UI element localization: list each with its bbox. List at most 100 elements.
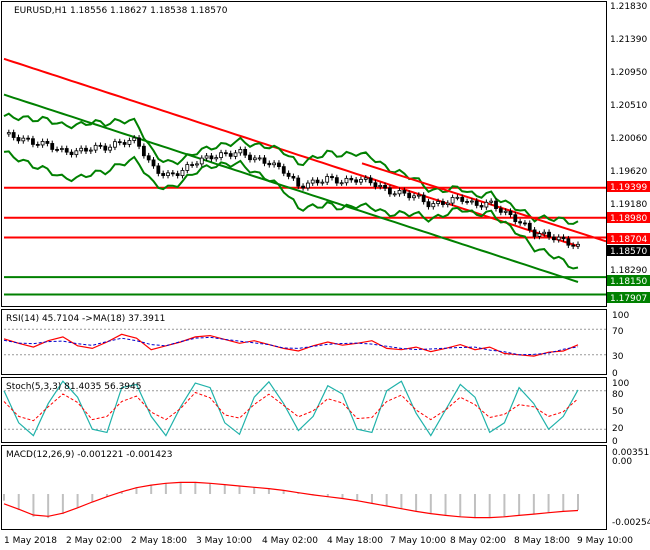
candle-body: [494, 200, 498, 210]
rsi-panel[interactable]: [1, 309, 607, 375]
candle-body: [281, 166, 286, 174]
candle-body: [339, 182, 344, 185]
price-tick: 1.19180: [610, 200, 647, 210]
ma-slow-line: [3, 93, 579, 283]
candle-body: [161, 173, 166, 176]
candle-body: [185, 164, 190, 171]
bollinger-upper: [3, 112, 579, 225]
candle-body: [532, 229, 537, 237]
candle-body: [238, 149, 243, 154]
level-tag-bg: [607, 181, 650, 192]
candle-body: [40, 141, 45, 146]
stoch-header: Stoch(5,3,3) 81.4035 56.3945: [6, 382, 141, 392]
price-tick: 1.21830: [610, 2, 647, 12]
candle-body: [291, 176, 296, 179]
rsi-main-line: [3, 333, 579, 357]
stoch-tick: 80: [612, 390, 624, 400]
candle-body: [455, 196, 460, 199]
macd-tick: 0.00: [612, 457, 632, 467]
candle-body: [359, 178, 363, 183]
candle-body: [412, 195, 416, 199]
candle-body: [214, 157, 219, 160]
candle-body: [518, 221, 523, 224]
candle-body: [561, 236, 566, 240]
macd-tick: -0.00254: [612, 518, 650, 528]
candle-body: [407, 192, 412, 199]
time-tick: 3 May 10:00: [196, 536, 252, 546]
candle-body: [508, 210, 513, 216]
price-tick: 1.20060: [610, 134, 647, 144]
candle-body: [474, 200, 479, 206]
candle-body: [484, 201, 489, 208]
candle-body: [127, 140, 132, 145]
stoch-tick: 20: [612, 424, 624, 434]
candle-body: [479, 205, 484, 208]
candle-body: [117, 141, 122, 144]
macd-panel[interactable]: [1, 445, 607, 530]
candle-body: [489, 200, 494, 203]
candle-body: [576, 243, 580, 247]
candle-body: [334, 177, 339, 184]
candle-body: [556, 236, 561, 241]
candle-body: [551, 236, 556, 241]
price-panel[interactable]: [1, 1, 607, 307]
macd-tick: 0.00351: [612, 448, 649, 458]
time-tick: 8 May 02:00: [450, 536, 506, 546]
candle-body: [426, 201, 431, 208]
level-tag-bg: [607, 292, 650, 303]
candle-body: [469, 200, 474, 203]
level-tag-bg: [607, 233, 650, 244]
candle-body: [402, 190, 407, 194]
candle-body: [204, 155, 209, 159]
level-tag-bg: [607, 245, 650, 256]
candle-body: [460, 196, 465, 202]
price-tick: 1.19620: [610, 167, 647, 177]
level-tag: 1.18150: [610, 277, 647, 287]
time-tick: 2 May 18:00: [131, 536, 187, 546]
candle-body: [59, 148, 64, 150]
level-tag: 1.18704: [610, 235, 647, 245]
candle-body: [16, 137, 21, 142]
candle-body: [26, 137, 31, 140]
stoch-axis: 100 80 50 20 0: [612, 379, 629, 447]
candle-body: [195, 163, 199, 166]
macd-signal-line: [3, 481, 579, 519]
candle-body: [21, 137, 26, 142]
candle-body: [320, 181, 325, 184]
candle-body: [272, 162, 277, 166]
level-tag: 1.18570: [610, 247, 647, 257]
candle-body: [79, 147, 84, 152]
candle-body: [257, 157, 262, 160]
candle-body: [35, 144, 40, 146]
rsi-header: RSI(14) 45.7104 ->MA(18) 37.3911: [6, 314, 165, 324]
candle-body: [199, 157, 204, 165]
time-tick: 4 May 02:00: [262, 536, 318, 546]
candle-body: [156, 165, 161, 174]
stoch-tick: 0: [612, 437, 618, 447]
candle-body: [523, 222, 527, 225]
rsi-axis: 100 70 30 0: [612, 311, 629, 379]
candle-body: [132, 137, 137, 141]
candle-body: [445, 202, 450, 205]
time-tick: 7 May 10:00: [390, 536, 446, 546]
candle-body: [397, 190, 402, 195]
candle-body: [436, 201, 441, 204]
candle-body: [11, 132, 16, 138]
candle-body: [233, 152, 238, 157]
candle-body: [310, 179, 315, 184]
candle-body: [498, 208, 503, 213]
candle-body: [6, 132, 11, 135]
candle-body: [349, 177, 354, 181]
time-axis: 1 May 2018 2 May 02:00 2 May 18:00 3 May…: [4, 536, 633, 546]
candle-body: [330, 176, 334, 179]
candle-body: [64, 148, 69, 153]
candle-body: [69, 151, 74, 156]
candle-body: [93, 144, 98, 151]
candle-body: [223, 152, 228, 155]
time-tick: 9 May 10:00: [577, 536, 633, 546]
candle-body: [113, 141, 117, 148]
candle-body: [219, 152, 223, 158]
time-tick: 1 May 2018: [4, 536, 57, 546]
price-layer: [3, 57, 607, 296]
level-tag: 1.19399: [610, 183, 647, 193]
